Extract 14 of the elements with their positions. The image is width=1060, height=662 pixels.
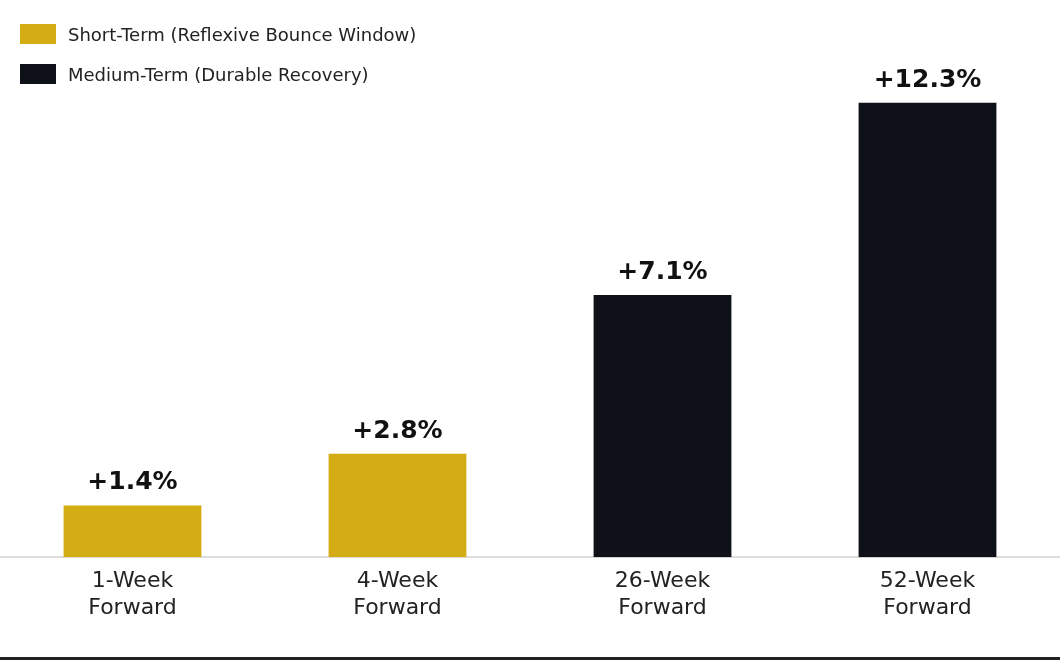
bar [858, 102, 997, 558]
x-tick-label: 4-Week Forward [353, 567, 442, 619]
data-label: +2.8% [352, 414, 443, 444]
data-label: +7.1% [617, 255, 708, 285]
legend-label: Medium-Term (Durable Recovery) [68, 63, 369, 85]
bar [593, 294, 732, 558]
bar [63, 505, 202, 558]
x-tick-label: 1-Week Forward [88, 567, 177, 619]
data-label: +12.3% [873, 63, 982, 93]
x-tick-label: 52-Week Forward [879, 567, 976, 619]
legend-label: Short-Term (Reflexive Bounce Window) [68, 23, 417, 45]
data-label: +1.4% [87, 466, 178, 496]
bar [328, 453, 467, 558]
x-tick-label: 26-Week Forward [614, 567, 711, 619]
